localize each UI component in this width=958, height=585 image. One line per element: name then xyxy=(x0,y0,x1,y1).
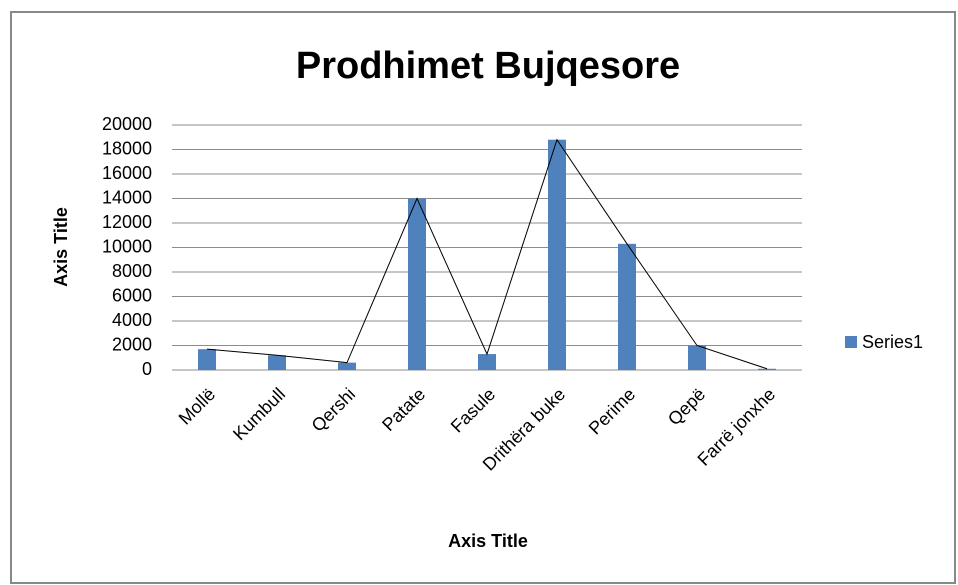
y-tick-label: 16000 xyxy=(102,163,152,183)
bar xyxy=(268,355,286,370)
y-tick-label: 10000 xyxy=(102,236,152,256)
bar xyxy=(618,243,636,370)
connector-line xyxy=(206,138,768,370)
y-tick-label: 6000 xyxy=(112,285,152,305)
legend-label: Series1 xyxy=(862,332,923,352)
bar xyxy=(198,349,216,370)
y-tick-label: 4000 xyxy=(112,310,152,330)
bar xyxy=(478,354,496,370)
chart-border xyxy=(10,11,956,584)
bar xyxy=(338,362,356,370)
y-tick-label: 20000 xyxy=(102,114,152,134)
y-tick-label: 8000 xyxy=(112,261,152,281)
y-tick-label: 14000 xyxy=(102,187,152,207)
bar xyxy=(758,368,776,370)
x-axis-title: Axis Title xyxy=(448,531,528,551)
chart-title: Prodhimet Bujqesore xyxy=(296,45,680,87)
bar xyxy=(408,198,426,370)
bar xyxy=(688,345,706,370)
y-axis-title: Axis Title xyxy=(51,207,71,287)
y-tick-label: 12000 xyxy=(102,212,152,232)
y-tick-label: 18000 xyxy=(102,138,152,158)
y-tick-label: 2000 xyxy=(112,334,152,354)
bar xyxy=(548,139,566,370)
y-tick-label: 0 xyxy=(142,359,152,379)
legend-swatch xyxy=(845,336,857,348)
